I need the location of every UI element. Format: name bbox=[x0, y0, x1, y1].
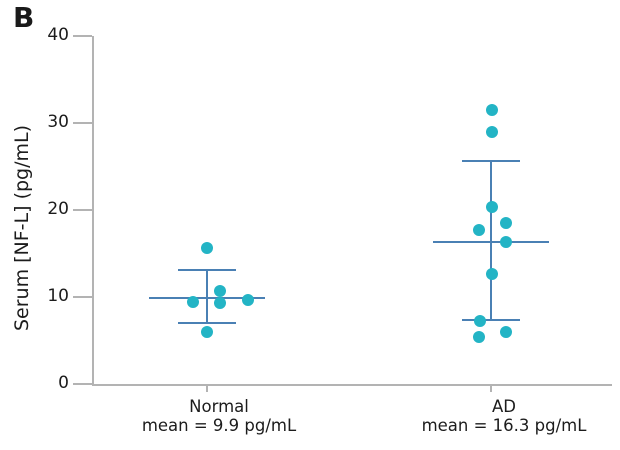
data-point bbox=[242, 294, 254, 307]
data-point bbox=[500, 236, 512, 249]
data-point bbox=[486, 200, 498, 213]
y-tick-label: 0 bbox=[58, 373, 69, 393]
data-point bbox=[486, 103, 498, 116]
y-tick-label: 20 bbox=[47, 199, 69, 219]
data-point bbox=[486, 125, 498, 138]
group-mean-label: mean = 16.3 pg/mL bbox=[421, 415, 587, 435]
group-label: Normal bbox=[189, 397, 249, 416]
data-point bbox=[214, 284, 226, 297]
error-bar-cap-lower bbox=[462, 318, 520, 321]
data-point bbox=[474, 315, 486, 328]
data-point bbox=[500, 325, 512, 338]
data-point bbox=[214, 297, 226, 310]
y-tick bbox=[73, 296, 92, 298]
y-tick bbox=[73, 122, 92, 124]
data-point bbox=[201, 325, 213, 338]
data-point bbox=[500, 217, 512, 230]
group-label-block: AD mean = 16.3 pg/mL bbox=[384, 397, 620, 436]
group-mean-label: mean = 9.9 pg/mL bbox=[141, 415, 297, 435]
group-label: AD bbox=[492, 397, 516, 416]
data-point bbox=[473, 224, 485, 236]
error-bar-vline bbox=[490, 161, 492, 320]
data-point bbox=[486, 267, 498, 280]
error-bar-vline bbox=[206, 270, 208, 324]
data-point bbox=[201, 242, 213, 255]
y-tick bbox=[73, 383, 92, 385]
panel-label: B bbox=[13, 1, 35, 34]
error-bar-cap-upper bbox=[462, 160, 520, 163]
y-tick-label: 30 bbox=[47, 112, 69, 132]
group-label-block: Normal mean = 9.9 pg/mL bbox=[99, 397, 339, 436]
mean-line bbox=[433, 241, 549, 244]
x-axis-line bbox=[92, 384, 612, 386]
mean-line bbox=[149, 296, 265, 299]
x-tick bbox=[490, 384, 492, 392]
error-bar-cap-lower bbox=[178, 322, 236, 325]
y-tick bbox=[73, 209, 92, 211]
x-tick bbox=[206, 384, 208, 392]
data-point bbox=[187, 296, 199, 309]
y-axis-line bbox=[92, 36, 94, 386]
error-bar-cap-upper bbox=[178, 269, 236, 272]
y-tick-label: 40 bbox=[47, 25, 69, 45]
y-tick-label: 10 bbox=[47, 286, 69, 306]
data-point bbox=[473, 331, 485, 344]
y-tick bbox=[73, 35, 92, 37]
